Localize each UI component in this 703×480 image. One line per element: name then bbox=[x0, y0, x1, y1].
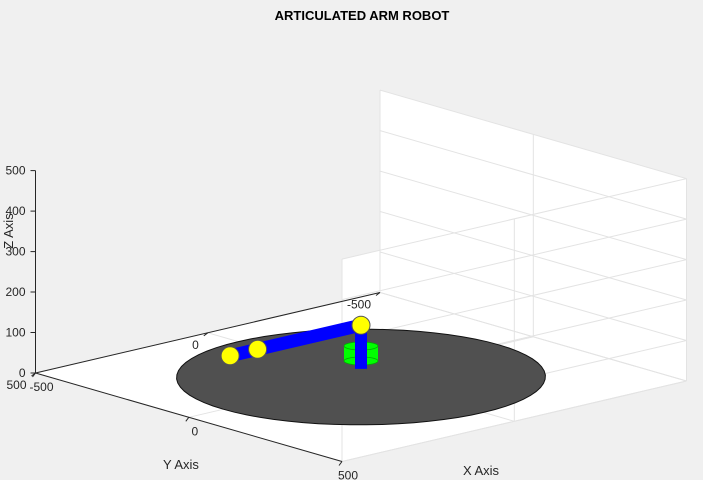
x-tick-label: 0 bbox=[191, 424, 198, 438]
z-tick-label: 500 bbox=[5, 164, 25, 178]
grid-line-back-z bbox=[379, 251, 687, 341]
robot-scene bbox=[176, 315, 546, 426]
x-tick-mark bbox=[185, 416, 190, 422]
grid-line-back-z bbox=[379, 292, 687, 382]
grid-line-back-z bbox=[379, 170, 687, 261]
z-tick-label: 400 bbox=[5, 204, 25, 218]
y-tick-mark bbox=[375, 292, 381, 296]
grid-line-back-z bbox=[379, 211, 687, 301]
grid-line-right-z bbox=[341, 380, 687, 462]
y-axis-label: Y Axis bbox=[163, 457, 199, 472]
x-tick-label: -500 bbox=[29, 380, 53, 394]
z-tick-label: 300 bbox=[5, 245, 25, 259]
arm-link-2 bbox=[256, 318, 363, 356]
x-tick-mark bbox=[338, 461, 343, 466]
arm-joint-2 bbox=[248, 339, 268, 359]
grid-line-right-z bbox=[341, 178, 687, 260]
axis-lines bbox=[30, 170, 381, 466]
grid-line-back-z bbox=[379, 130, 687, 220]
arm-joint-1 bbox=[351, 315, 371, 335]
grid-line-back-z bbox=[379, 89, 687, 180]
z-axis-label: Z Axis bbox=[1, 213, 16, 249]
y-tick-label: 500 bbox=[6, 378, 26, 392]
z-tick-label: 0 bbox=[19, 366, 26, 380]
end-effector-joint bbox=[220, 346, 240, 366]
y-tick-label: 0 bbox=[192, 338, 199, 352]
y-tick-label: -500 bbox=[347, 298, 371, 312]
y-tick-mark bbox=[203, 332, 209, 337]
chart-title: ARTICULATED ARM ROBOT bbox=[275, 8, 450, 23]
x-axis-label: X Axis bbox=[463, 463, 500, 478]
grid-line-right-z bbox=[341, 218, 687, 301]
z-tick-label: 200 bbox=[5, 285, 25, 299]
z-tick-label: 100 bbox=[5, 326, 25, 340]
x-axis-line bbox=[35, 372, 343, 462]
x-tick-label: 500 bbox=[338, 469, 358, 480]
grid-line-right-z bbox=[341, 259, 687, 341]
